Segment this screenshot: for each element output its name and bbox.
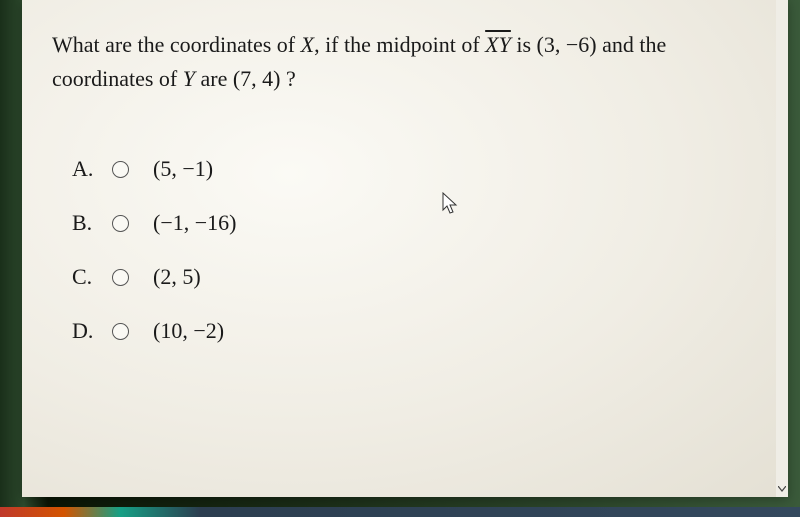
- y-coordinate: (7, 4): [233, 66, 281, 91]
- question-part: is: [511, 32, 537, 57]
- radio-icon[interactable]: [112, 161, 129, 178]
- vertical-scrollbar[interactable]: [776, 0, 788, 497]
- option-a[interactable]: A. (5, −1): [72, 156, 758, 182]
- question-part: What are the coordinates of: [52, 32, 301, 57]
- option-value: (2, 5): [153, 264, 201, 290]
- option-label: D.: [72, 318, 98, 344]
- variable-x: X: [301, 32, 314, 57]
- quiz-window: What are the coordinates of X, if the mi…: [22, 0, 788, 497]
- question-mark: ?: [281, 66, 296, 91]
- option-label: A.: [72, 156, 98, 182]
- segment-xy: XY: [485, 32, 511, 57]
- taskbar[interactable]: [0, 507, 800, 517]
- radio-icon[interactable]: [112, 215, 129, 232]
- option-value: (10, −2): [153, 318, 224, 344]
- option-label: B.: [72, 210, 98, 236]
- question-part: are: [195, 66, 233, 91]
- option-value: (−1, −16): [153, 210, 236, 236]
- option-label: C.: [72, 264, 98, 290]
- radio-icon[interactable]: [112, 323, 129, 340]
- option-value: (5, −1): [153, 156, 213, 182]
- radio-icon[interactable]: [112, 269, 129, 286]
- options-list: A. (5, −1) B. (−1, −16) C. (2, 5) D. (10…: [52, 156, 758, 344]
- midpoint-value: (3, −6): [537, 32, 597, 57]
- question-part: , if the midpoint of: [314, 32, 485, 57]
- option-c[interactable]: C. (2, 5): [72, 264, 758, 290]
- option-b[interactable]: B. (−1, −16): [72, 210, 758, 236]
- quiz-content: What are the coordinates of X, if the mi…: [22, 0, 788, 392]
- chevron-down-icon[interactable]: [777, 483, 787, 495]
- variable-y: Y: [183, 66, 195, 91]
- question-text: What are the coordinates of X, if the mi…: [52, 28, 758, 96]
- option-d[interactable]: D. (10, −2): [72, 318, 758, 344]
